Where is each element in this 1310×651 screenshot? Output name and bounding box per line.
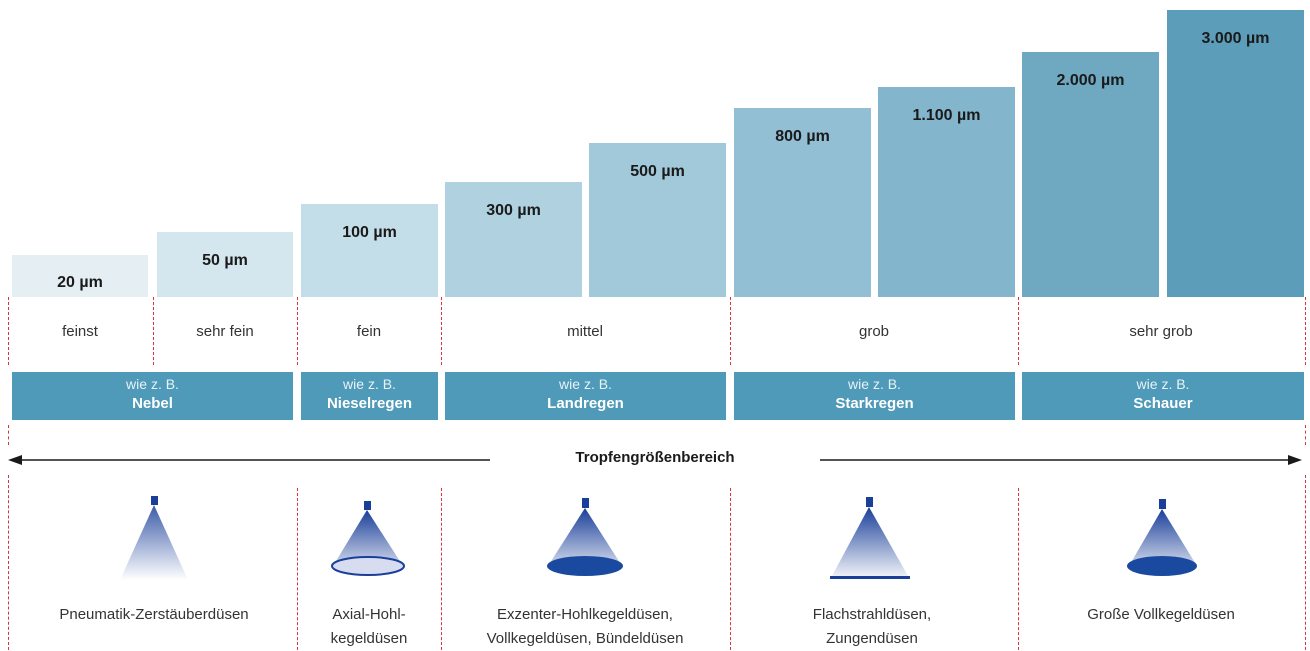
nozzle-tip (364, 501, 371, 510)
nozzle-label-flat: Flachstrahldüsen, Zungendüsen (813, 603, 931, 651)
bar-50um: 50 µm (157, 232, 293, 297)
example-prefix: wie z. B. (1136, 376, 1190, 392)
nozzle-tip (1159, 499, 1166, 509)
nozzle-label-line: Vollkegeldüsen, Bündeldüsen (486, 630, 684, 647)
example-box-nieselregen: wie z. B. Nieselregen (301, 372, 438, 420)
example-name: Landregen (547, 395, 624, 412)
bar-label: 800 µm (775, 128, 830, 145)
category-label: grob (858, 323, 890, 340)
spray-fan (832, 507, 908, 576)
divider-line (1018, 488, 1019, 650)
divider-line (730, 297, 731, 365)
bar-label: 50 µm (202, 252, 248, 269)
example-prefix: wie z. B. (126, 376, 179, 392)
bar-label: 20 µm (57, 274, 103, 291)
example-box-starkregen: wie z. B. Starkregen (734, 372, 1015, 420)
nozzle-label-line: Pneumatik-Zerstäuberdüsen (59, 606, 249, 623)
category-label: feinst (62, 323, 98, 340)
nozzle-label-line: kegeldüsen (330, 630, 408, 647)
range-title: Tropfengrößenbereich (490, 449, 820, 466)
example-name: Starkregen (835, 395, 914, 412)
bar-label: 100 µm (342, 224, 397, 241)
bar-3000um: 3.000 µm (1167, 10, 1304, 297)
example-box-schauer: wie z. B. Schauer (1022, 372, 1304, 420)
spray-base (1127, 556, 1197, 576)
nozzle-label-line: Axial-Hohl- (332, 606, 406, 623)
nozzle-label-pneumatic: Pneumatik-Zerstäuberdüsen (59, 603, 248, 627)
spray-cone (1129, 509, 1197, 566)
bar-1100um: 1.100 µm (878, 87, 1015, 297)
hollow-cone-nozzle-icon (331, 501, 405, 576)
category-label: sehr grob (1129, 323, 1193, 340)
flat-spray-nozzle-icon (830, 497, 910, 579)
example-box-nebel: wie z. B. Nebel (12, 372, 293, 420)
divider-line (1305, 425, 1306, 445)
bar-label: 1.100 µm (912, 107, 981, 124)
bar-label: 500 µm (630, 163, 685, 180)
spray-base-line (830, 576, 910, 579)
example-prefix: wie z. B. (848, 376, 901, 392)
nozzle-label-line: Flachstrahldüsen, (812, 606, 932, 623)
arrow-head-right (1288, 455, 1302, 465)
example-box-landregen: wie z. B. Landregen (445, 372, 726, 420)
spray-cone (548, 508, 622, 566)
category-label: mittel (567, 323, 603, 340)
bar-label: 3.000 µm (1201, 30, 1270, 47)
nozzle-label-line: Zungendüsen (826, 630, 918, 647)
arrow-head-left (8, 455, 22, 465)
large-full-cone-nozzle-icon (1127, 499, 1197, 576)
spray-cone (120, 505, 188, 580)
example-name: Nebel (132, 395, 173, 412)
divider-line (153, 297, 154, 365)
divider-line (1018, 297, 1019, 365)
bar-label: 2.000 µm (1056, 72, 1125, 89)
nozzle-tip (582, 498, 589, 508)
divider-line (8, 475, 9, 650)
divider-line (297, 488, 298, 650)
bar-2000um: 2.000 µm (1022, 52, 1159, 297)
divider-line (8, 425, 9, 445)
bar-label: 300 µm (486, 202, 541, 219)
divider-line (1305, 297, 1306, 365)
bar-100um: 100 µm (301, 204, 438, 297)
category-label: fein (356, 323, 382, 340)
spray-cone (333, 510, 403, 566)
bar-800um: 800 µm (734, 108, 871, 297)
divider-line (1305, 475, 1306, 650)
bar-500um: 500 µm (589, 143, 726, 297)
nozzle-tip (151, 496, 158, 505)
hollow-ring (331, 556, 405, 576)
example-prefix: wie z. B. (559, 376, 612, 392)
full-cone-nozzle-icon (547, 498, 623, 576)
bar-300um: 300 µm (445, 182, 582, 297)
nozzle-label-line: Große Vollkegeldüsen (1087, 606, 1235, 623)
divider-line (441, 488, 442, 650)
bar-20um: 20 µm (12, 255, 148, 297)
nozzle-label-hollow-cone: Axial-Hohl- kegeldüsen (331, 603, 408, 651)
divider-line (730, 488, 731, 650)
nozzle-label-line: Exzenter-Hohlkegeldüsen, (497, 606, 673, 623)
nozzle-label-full-cone: Exzenter-Hohlkegeldüsen, Vollkegeldüsen,… (487, 603, 684, 651)
spray-base (547, 556, 623, 576)
nozzle-tip (866, 497, 873, 507)
divider-line (8, 297, 9, 365)
example-prefix: wie z. B. (343, 376, 396, 392)
nozzle-label-large-full-cone: Große Vollkegeldüsen (1087, 603, 1235, 627)
pneumatic-nozzle-icon (120, 496, 188, 580)
divider-line (297, 297, 298, 365)
example-name: Schauer (1133, 395, 1193, 412)
divider-line (441, 297, 442, 365)
example-name: Nieselregen (326, 395, 413, 412)
category-label: sehr fein (196, 323, 254, 340)
